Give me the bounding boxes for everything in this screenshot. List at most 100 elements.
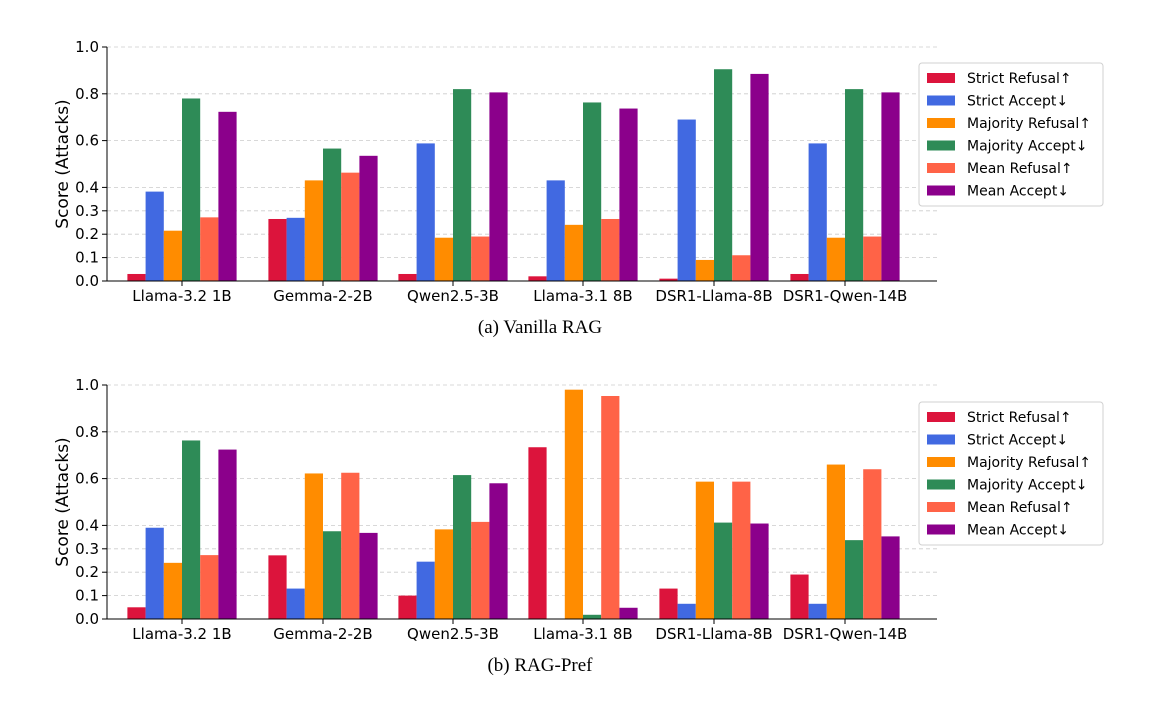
bar	[489, 483, 508, 619]
y-axis-label: Score (Attacks)	[53, 99, 73, 228]
legend-label: Majority Refusal↑	[967, 455, 1091, 471]
y-tick-label: 0.8	[75, 423, 99, 441]
bar	[182, 440, 201, 619]
bar	[546, 180, 565, 281]
x-tick-label: DSR1-Qwen-14B	[783, 287, 908, 305]
bar	[863, 236, 882, 281]
bar	[286, 588, 305, 619]
bar	[268, 555, 287, 619]
y-tick-label: 0.3	[75, 540, 99, 558]
bar	[471, 236, 490, 281]
x-tick-label: Llama-3.1 8B	[533, 625, 632, 643]
bar	[304, 473, 323, 619]
legend-box	[918, 62, 1104, 207]
bar	[323, 148, 342, 281]
bar	[268, 218, 287, 281]
bar	[398, 595, 417, 619]
y-tick-label: 0.0	[75, 610, 99, 628]
bar	[163, 230, 182, 281]
bar	[826, 237, 845, 281]
bar	[845, 89, 864, 282]
bar	[659, 588, 678, 619]
y-tick-label: 0.1	[75, 249, 99, 267]
bar	[619, 607, 638, 619]
bar	[845, 540, 864, 619]
bar	[359, 155, 378, 281]
y-tick-label: 1.0	[75, 38, 99, 56]
y-tick-label: 0.2	[75, 225, 99, 243]
bar	[163, 562, 182, 619]
bar	[286, 217, 305, 281]
x-tick-label: Gemma-2-2B	[273, 625, 372, 643]
bar	[659, 278, 678, 281]
chart-panel-a: 0.0 0.1 0.2 0.3 0.4 0.6 0.8 1.0 Llama-3.2 1B Gemm…	[53, 38, 1104, 338]
bar	[471, 521, 490, 619]
bar	[881, 92, 900, 281]
bar	[732, 255, 751, 281]
bar	[398, 273, 417, 281]
bar	[677, 603, 696, 619]
bar	[583, 614, 602, 619]
bar	[790, 273, 809, 281]
legend-box	[918, 401, 1104, 546]
bar	[453, 475, 472, 619]
legend-label: Mean Accept↓	[967, 523, 1069, 539]
y-tick-label: 0.8	[75, 85, 99, 103]
bar	[489, 92, 508, 281]
bar	[416, 561, 435, 619]
bar	[583, 102, 602, 281]
bar	[750, 523, 769, 619]
bar	[732, 481, 751, 619]
legend-label: Majority Accept↓	[967, 139, 1087, 155]
x-tick-label: Llama-3.2 1B	[132, 287, 231, 305]
bar	[453, 89, 472, 282]
legend-swatch	[927, 502, 955, 512]
y-tick-label: 0.0	[75, 272, 99, 290]
bar	[127, 607, 146, 619]
bar	[677, 119, 696, 281]
bar	[182, 98, 201, 281]
bar	[790, 574, 809, 619]
legend-swatch	[927, 73, 955, 83]
figure-caption: (a) Vanilla RAG	[478, 317, 602, 338]
bar	[619, 108, 638, 282]
bar	[434, 237, 453, 281]
bar	[695, 259, 714, 281]
y-tick-label: 0.6	[75, 470, 99, 488]
legend-label: Majority Accept↓	[967, 478, 1087, 494]
bar	[341, 172, 360, 281]
bar	[714, 522, 733, 619]
bar	[218, 449, 237, 619]
chart-panel-b: 0.0 0.1 0.2 0.3 0.4 0.6 0.8 1.0 Llama-3.2 1B Gemm…	[53, 376, 1104, 676]
bar	[200, 217, 219, 281]
bar	[808, 603, 827, 619]
legend-label: Mean Refusal↑	[967, 161, 1073, 177]
y-tick-label: 0.2	[75, 563, 99, 581]
legend-label: Majority Refusal↑	[967, 116, 1091, 132]
bar	[601, 218, 620, 281]
legend-swatch	[927, 434, 955, 445]
y-tick-label: 0.1	[75, 587, 99, 605]
legend-swatch	[927, 524, 955, 535]
bar	[416, 143, 435, 281]
x-tick-label: DSR1-Qwen-14B	[783, 625, 908, 643]
bar	[127, 273, 146, 281]
bar	[528, 447, 547, 619]
y-tick-label: 0.3	[75, 202, 99, 220]
bar	[714, 69, 733, 281]
bar	[564, 224, 583, 281]
bar	[863, 469, 882, 619]
bar	[826, 464, 845, 619]
bar	[564, 389, 583, 619]
bar	[528, 276, 547, 281]
legend-swatch	[927, 185, 955, 196]
figure-caption: (b) RAG-Pref	[487, 655, 593, 676]
legend-label: Mean Accept↓	[967, 184, 1069, 200]
bar	[218, 111, 237, 282]
legend-label: Strict Refusal↑	[967, 71, 1072, 87]
y-tick-label: 0.4	[75, 516, 99, 534]
legend-label: Mean Refusal↑	[967, 500, 1073, 516]
bar	[695, 481, 714, 619]
bar	[304, 180, 323, 281]
